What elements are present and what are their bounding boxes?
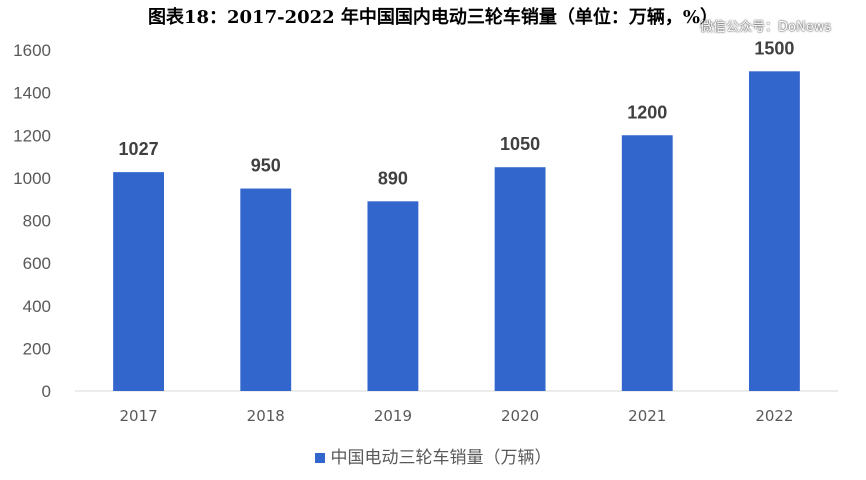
y-tick-label: 1000	[13, 169, 51, 188]
y-tick-label: 400	[23, 297, 51, 316]
x-axis: 2017 2018 2019 2020 2021 2022	[75, 390, 838, 425]
x-tick-label: 2020	[501, 407, 539, 425]
x-tick-label: 2017	[119, 407, 157, 425]
data-label-2017: 1027	[119, 139, 159, 159]
data-label-2021: 1200	[627, 102, 667, 122]
y-tick-label: 800	[23, 212, 51, 231]
x-tick-label: 2022	[755, 407, 793, 425]
x-tick-label: 2021	[628, 407, 666, 425]
bar-2021	[621, 135, 673, 391]
data-label-2020: 1050	[500, 134, 540, 154]
bar-2020	[494, 167, 546, 391]
y-tick-label: 200	[23, 339, 51, 358]
y-tick-label: 1200	[13, 126, 51, 145]
data-label-2019: 890	[378, 168, 408, 188]
legend-label: 中国电动三轮车销量（万辆）	[330, 448, 552, 468]
watermark: 微信公众号：DoNews	[700, 20, 832, 35]
legend-swatch	[314, 453, 325, 463]
bar-2017	[113, 172, 165, 391]
y-tick-label: 1400	[13, 84, 51, 103]
x-tick-label: 2018	[247, 407, 285, 425]
bar-2019	[367, 201, 419, 391]
y-tick-label: 0	[42, 382, 51, 401]
bars	[113, 71, 800, 391]
data-label-2018: 950	[251, 156, 281, 176]
bar-2022	[748, 71, 800, 391]
y-tick-label: 600	[23, 254, 51, 273]
x-tick-label: 2019	[374, 407, 412, 425]
bar-2018	[240, 188, 292, 391]
chart-title: 图表18：2017-2022 年中国国内电动三轮车销量（单位：万辆，%）	[147, 7, 719, 28]
data-label-2022: 1500	[754, 38, 794, 58]
y-axis: 0 200 400 600 800 1000 1200 1400 1600	[13, 41, 51, 401]
legend: 中国电动三轮车销量（万辆）	[0, 443, 866, 468]
data-labels: 1027 950 890 1050 1200 1500	[119, 38, 795, 188]
y-tick-label: 1600	[13, 41, 51, 60]
